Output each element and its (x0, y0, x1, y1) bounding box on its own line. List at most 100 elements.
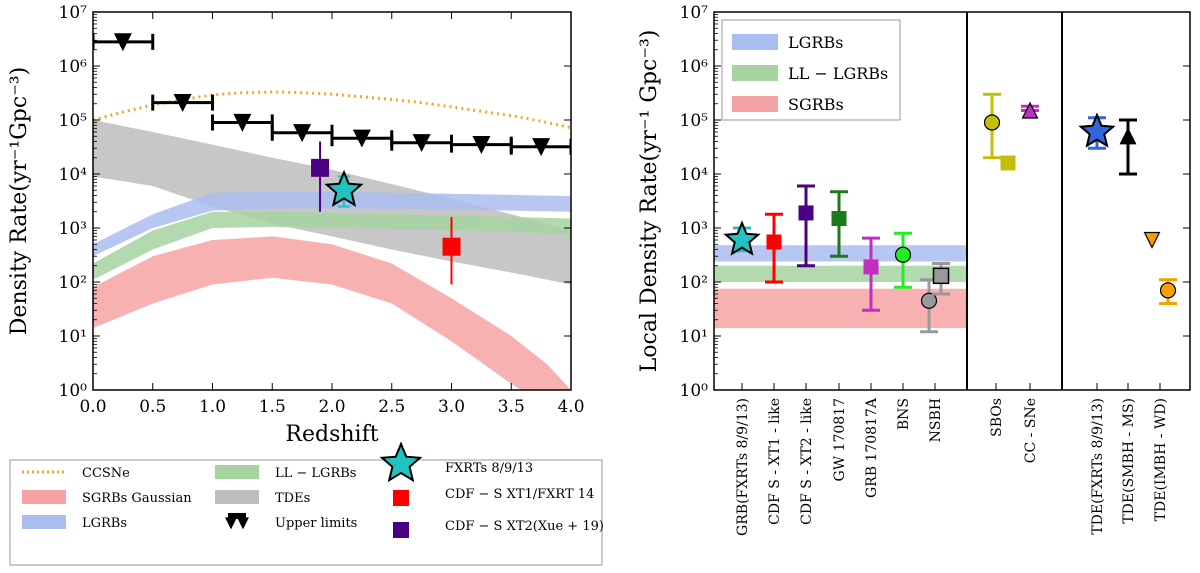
right-point-sbos (1000, 155, 1016, 171)
left-x-tick-label: 1.0 (199, 397, 226, 417)
right-point-tde-smbh-ms- (1119, 127, 1137, 145)
legend-label: CCSNe (82, 466, 130, 481)
left-y-tick-label: 10¹ (59, 327, 87, 347)
right-y-tick-label: 10¹ (680, 327, 708, 347)
right-point-gw-170817 (831, 210, 847, 226)
right-y-tick-label: 10² (680, 273, 708, 293)
left-axes: 0.0 0.5 1.0 1.5 2.0 2.5 3.0 3.5 4.0 10⁰ 10¹ 10² 10³ 1… (59, 3, 585, 417)
right-y-axis-label: Local Density Rate(yr⁻¹ Gpc⁻³) (637, 30, 662, 373)
left-x-tick-label: 2.5 (378, 397, 405, 417)
left-series-layer (93, 33, 571, 390)
category-label: TDE(SMBH - MS) (1121, 398, 1137, 524)
upper-limit-marker (173, 94, 192, 112)
right-y-tick-label: 10³ (680, 219, 708, 239)
left-x-tick-label: 0.0 (79, 397, 106, 417)
upper-limit-marker (352, 129, 371, 148)
left-x-tick-label: 3.0 (438, 397, 465, 417)
right-y-tick-label: 10⁵ (680, 111, 709, 131)
right-point-tde-imbh-wd- (1159, 282, 1177, 299)
right-y-tick-label: 10⁴ (680, 165, 709, 185)
legend-swatch-ul-tri (237, 517, 249, 530)
legend-swatch-band (215, 465, 259, 479)
upper-limit-marker (233, 113, 252, 132)
upper-limit-marker (472, 136, 491, 154)
right-legend-label: LGRBs (788, 33, 843, 52)
legend-swatch-band (22, 490, 66, 504)
right-legend-swatch (732, 34, 778, 50)
right-point-tde-imbh-wd- (1143, 231, 1161, 249)
right-point-cdf-s-xt1-like (766, 234, 782, 250)
band-lgrbs (93, 191, 571, 257)
category-label: GRB(FXRTs 8/9/13) (735, 398, 751, 536)
left-points-layer (311, 141, 461, 285)
legend-label: SGRBs Gaussian (82, 491, 192, 506)
left-y-tick-label: 10⁴ (59, 165, 88, 185)
right-axes: 10⁰ 10¹ 10² 10³ 10⁴ 10⁵ 10⁶ 10⁷ GRB(FXRTs 8/9/13… (680, 3, 1190, 536)
category-label: TDE(FXRTs 8/9/13) (1090, 398, 1106, 535)
legend-swatch-band (22, 515, 66, 529)
upper-limit-marker (113, 33, 132, 52)
left-x-tick-label: 1.5 (259, 397, 286, 417)
left-y-axis-label: Density Rate(yr⁻¹Gpc⁻³) (7, 67, 32, 335)
legend-swatch-ul-tri (225, 517, 237, 530)
category-label: CDF S - XT2 - like (799, 398, 815, 525)
legend-label: Upper limits (275, 516, 357, 531)
right-legend-swatch (732, 96, 778, 112)
legend-swatch-band (215, 490, 259, 504)
right-legend-label: SGRBs (788, 95, 844, 114)
right-y-tick-label: 10⁰ (680, 381, 709, 401)
local-density-plot: 10⁰ 10¹ 10² 10³ 10⁴ 10⁵ 10⁶ 10⁷ GRB(FXRTs 8/9/13… (637, 3, 1191, 536)
left-x-axis-label: Redshift (285, 422, 378, 447)
point-cdf-s-xt1-fxrt-14 (442, 237, 461, 256)
left-x-tick-label: 3.5 (498, 397, 525, 417)
upper-limit-marker (532, 138, 551, 157)
legend-label: LGRBs (82, 516, 127, 531)
category-label: NSBH (928, 398, 944, 442)
category-label: CDF S - XT1 - like (767, 398, 783, 525)
right-point-sbos (983, 114, 1001, 131)
right-point-bns (894, 246, 912, 263)
legend-swatch-square (393, 490, 409, 506)
category-label: SBOs (989, 398, 1005, 437)
point-fxrts-8-9-13 (324, 169, 364, 207)
category-label: BNS (896, 398, 912, 430)
category-label: GW 170817 (832, 398, 848, 481)
legend-swatch-star (379, 441, 423, 483)
legend-swatch-square (393, 522, 409, 538)
point-cdf-s-xt2-xue-19- (311, 158, 330, 177)
category-label: GRB 170817A (864, 397, 880, 498)
legend-swatch-ul-bar (228, 513, 246, 519)
right-points-layer (723, 92, 1177, 334)
upper-limit-marker (412, 134, 431, 153)
left-x-tick-label: 2.0 (318, 397, 345, 417)
category-label: TDE(IMBH - WD) (1153, 398, 1169, 521)
redshift-density-plot: 0.0 0.5 1.0 1.5 2.0 2.5 3.0 3.5 4.0 10⁰ 10¹ 10² 10³ 1… (7, 3, 585, 447)
right-point-cdf-s-xt2-like (798, 205, 814, 221)
upper-limit-marker (293, 124, 312, 143)
legend-label: FXRTs 8/9/13 (445, 461, 533, 476)
category-label: CC - SNe (1023, 398, 1039, 463)
legend-label: CDF − S XT2(Xue + 19) (445, 519, 604, 534)
left-y-tick-label: 10³ (59, 219, 87, 239)
right-point-nsbh (932, 267, 950, 285)
ccsne-line (93, 90, 571, 130)
left-y-tick-label: 10⁷ (59, 3, 88, 23)
left-y-tick-label: 10⁶ (59, 57, 88, 77)
left-x-tick-label: 4.0 (557, 397, 584, 417)
left-y-tick-label: 10⁵ (59, 111, 88, 131)
right-point-grb-fxrts-8-9-13- (723, 220, 761, 256)
left-x-tick-label: 0.5 (139, 397, 166, 417)
left-legend: CCSNe SGRBs Gaussian LGRBs LL − LGRBs TDEs Up… (9, 441, 604, 566)
left-legend-box (9, 459, 603, 566)
legend-label: TDEs (275, 491, 310, 506)
legend-label: CDF − S XT1/FXRT 14 (445, 487, 594, 502)
right-point-tde-fxrts-8-9-13- (1078, 112, 1116, 148)
left-legend-items: CCSNe SGRBs Gaussian LGRBs LL − LGRBs TDEs Up… (22, 441, 604, 538)
right-legend-label: LL − LGRBs (788, 64, 888, 83)
right-legend: LGRBs LL − LGRBs SGRBs (721, 19, 901, 121)
right-point-nsbh (920, 292, 938, 309)
right-y-tick-label: 10⁶ (680, 57, 709, 77)
right-plot-frame (713, 11, 1191, 391)
